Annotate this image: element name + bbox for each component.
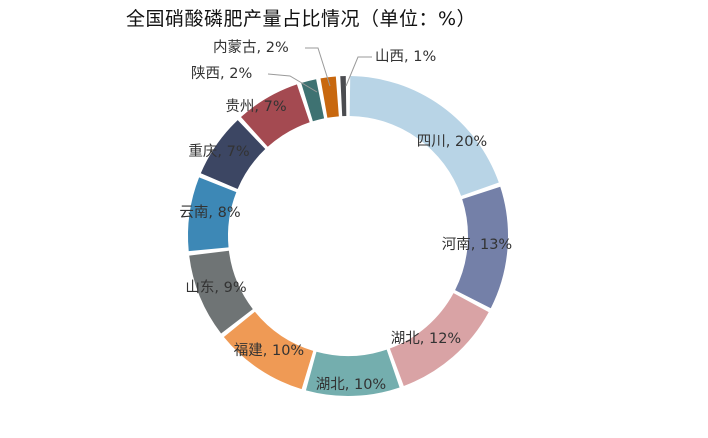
- chart-title: 全国硝酸磷肥产量占比情况（单位：%）: [126, 8, 477, 30]
- slice-label: 湖北, 12%: [391, 330, 461, 347]
- donut-slice: [320, 76, 339, 118]
- donut-slice: [340, 76, 347, 117]
- leader-line: [345, 56, 372, 87]
- slice-label: 贵州, 7%: [225, 98, 286, 115]
- donut-slice: [188, 177, 237, 252]
- slice-label: 山西, 1%: [375, 48, 436, 65]
- donut-slice: [301, 79, 325, 122]
- slice-label: 内蒙古, 2%: [213, 39, 289, 56]
- slice-label: 云南, 8%: [179, 204, 240, 221]
- slice-label: 福建, 10%: [234, 342, 304, 359]
- leader-line: [267, 73, 318, 93]
- slice-label: 河南, 13%: [442, 236, 512, 253]
- slice-label: 陕西, 2%: [191, 65, 252, 82]
- donut-slice: [349, 76, 499, 196]
- slice-label: 重庆, 7%: [188, 143, 249, 160]
- donut-slice: [305, 349, 400, 396]
- slice-label: 四川, 20%: [417, 134, 487, 150]
- slice-label: 湖北, 10%: [316, 376, 386, 393]
- donut-slice: [200, 120, 266, 189]
- slice-label: 山东, 9%: [185, 279, 246, 296]
- leader-line: [305, 47, 331, 87]
- donut-slice: [240, 84, 310, 147]
- donut-slice: [389, 293, 489, 386]
- donut-slice: [455, 186, 509, 309]
- donut-slice: [223, 311, 314, 390]
- donut-slice: [189, 250, 253, 334]
